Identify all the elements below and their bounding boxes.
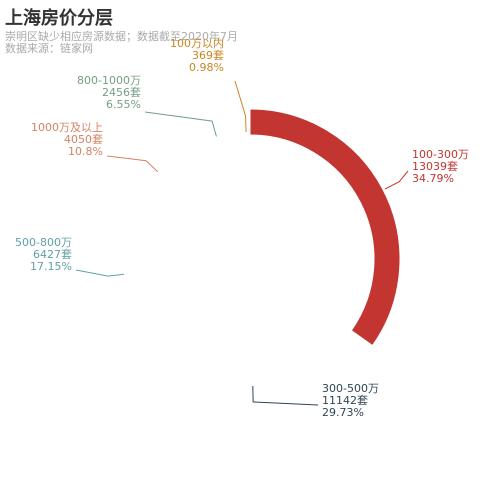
- slice-label-0: 100-300万 13039套 34.79%: [412, 148, 469, 185]
- slice-label-name: 1000万及以上: [31, 121, 103, 134]
- leader-line-4: [144, 111, 217, 137]
- donut-slice-3[interactable]: [135, 147, 195, 210]
- slice-label-1: 300-500万 11142套 29.73%: [322, 382, 379, 419]
- donut-slice-4[interactable]: [192, 133, 243, 150]
- subtitle-line-note: 崇明区缺少相应房源数据；数据截至2020年7月: [5, 30, 238, 43]
- slice-label-percent: 0.98%: [189, 61, 224, 74]
- slice-label-5: 100万以内 369套 0.98%: [170, 36, 224, 74]
- leader-line-1: [252, 385, 319, 406]
- donut-slice-2[interactable]: [124, 207, 153, 337]
- donut-slice-0[interactable]: [249, 108, 401, 347]
- slice-label-percent: 29.73%: [322, 406, 364, 419]
- slice-label-count: 4050套: [64, 133, 103, 146]
- slice-label-count: 2456套: [102, 86, 141, 99]
- slice-label-name: 500-800万: [15, 236, 72, 249]
- leader-line-5: [234, 80, 247, 133]
- subtitle-line-source: 数据来源：链家网: [5, 42, 93, 55]
- slice-label-count: 6427套: [33, 248, 72, 261]
- slice-label-percent: 34.79%: [412, 172, 454, 185]
- leader-line-2: [75, 269, 124, 277]
- slice-label-count: 13039套: [412, 160, 458, 173]
- slice-label-4: 800-1000万 2456套 6.55%: [77, 74, 141, 111]
- leader-line-0: [384, 170, 409, 190]
- slice-label-name: 100-300万: [412, 148, 469, 161]
- slice-label-name: 800-1000万: [77, 74, 141, 87]
- slice-label-percent: 6.55%: [106, 98, 141, 111]
- slice-label-name: 300-500万: [322, 382, 379, 395]
- chart-title: 上海房价分层: [5, 8, 113, 29]
- slice-label-name: 100万以内: [170, 36, 224, 50]
- slice-label-percent: 17.15%: [30, 260, 72, 273]
- chart-subtitle: 崇明区缺少相应房源数据；数据截至2020年7月 数据来源：链家网: [5, 31, 238, 55]
- slice-label-percent: 10.8%: [68, 145, 103, 158]
- donut-slice-1[interactable]: [150, 329, 353, 385]
- slice-label-3: 1000万及以上 4050套 10.8%: [31, 121, 103, 158]
- donut-slice-5[interactable]: [241, 133, 251, 136]
- slice-label-2: 500-800万 6427套 17.15%: [15, 236, 72, 273]
- slice-label-count: 369套: [192, 49, 224, 62]
- slice-label-count: 11142套: [322, 394, 368, 407]
- leader-line-3: [106, 155, 159, 173]
